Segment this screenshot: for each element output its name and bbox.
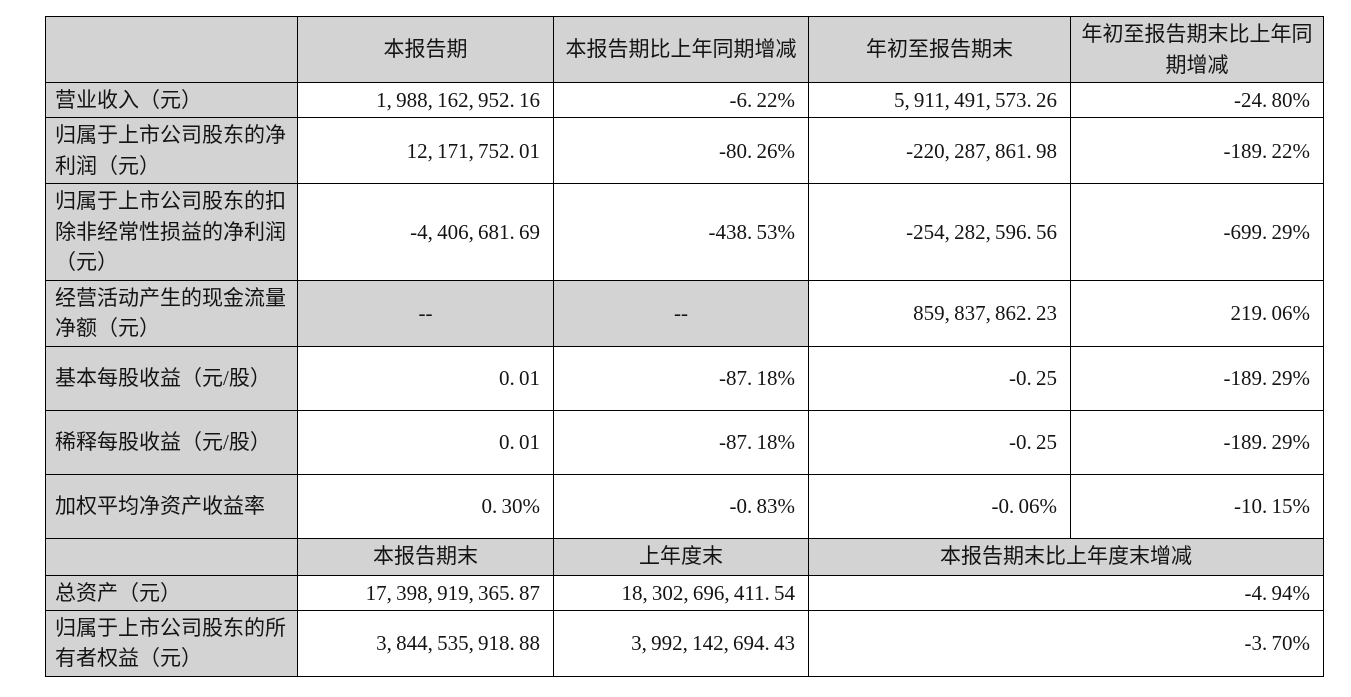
value-cell: 17, 398, 919, 365. 87 [297,574,554,611]
table-row: 归属于上市公司股东的所有者权益（元） 3, 844, 535, 918. 88 3,… [45,609,1324,677]
value-cell: -254, 282, 596. 56 [808,183,1071,281]
table-row: 经营活动产生的现金流量净额（元） -- -- 859, 837, 862. 23 219… [45,279,1324,347]
value-cell: -189. 29% [1070,345,1324,411]
table-row: 归属于上市公司股东的净利润（元） 12, 171, 752. 01 -80. 26%… [45,117,1324,185]
value-cell: 0. 01 [297,345,554,411]
period-header-cell [45,16,298,83]
period-end-header-cell: 本报告期末比上年度末增减 [808,537,1324,576]
value-cell: -80. 26% [553,117,809,185]
financial-summary-table: 本报告期 本报告期比上年同期增减 年初至报告期末 年初至报告期末比上年同期增减 营业收入… [45,16,1324,677]
table-row: 基本每股收益（元/股） 0. 01 -87. 18% -0. 25 -189. 29% [45,345,1324,411]
value-cell: -24. 80% [1070,81,1324,119]
value-cell: 3, 992, 142, 694. 43 [553,609,809,677]
value-cell: -0. 25 [808,345,1071,411]
table-row: 总资产（元） 17, 398, 919, 365. 87 18, 302, 696,… [45,574,1324,611]
dash-cell: -- [297,279,554,347]
row-label: 归属于上市公司股东的所有者权益（元） [45,609,298,677]
value-cell: -87. 18% [553,409,809,475]
period-header-row: 本报告期 本报告期比上年同期增减 年初至报告期末 年初至报告期末比上年同期增减 [45,16,1324,83]
row-label: 归属于上市公司股东的扣除非经常性损益的净利润（元） [45,183,298,281]
value-cell: -10. 15% [1070,473,1324,539]
period-end-header-cell: 本报告期末 [297,537,554,576]
row-label: 营业收入（元） [45,81,298,119]
value-cell: -0. 06% [808,473,1071,539]
value-cell: -0. 83% [553,473,809,539]
value-cell: -3. 70% [808,609,1324,677]
value-cell: 0. 30% [297,473,554,539]
row-label: 归属于上市公司股东的净利润（元） [45,117,298,185]
period-end-header-cell: 上年度末 [553,537,809,576]
value-cell: -87. 18% [553,345,809,411]
table-row: 归属于上市公司股东的扣除非经常性损益的净利润（元） -4, 406, 681. 6… [45,183,1324,281]
table-row: 加权平均净资产收益率 0. 30% -0. 83% -0. 06% -10. 15% [45,473,1324,539]
value-cell: -4, 406, 681. 69 [297,183,554,281]
row-label: 稀释每股收益（元/股） [45,409,298,475]
value-cell: 219. 06% [1070,279,1324,347]
value-cell: 18, 302, 696, 411. 54 [553,574,809,611]
value-cell: 5, 911, 491, 573. 26 [808,81,1071,119]
period-header-cell: 年初至报告期末 [808,16,1071,83]
value-cell: 859, 837, 862. 23 [808,279,1071,347]
value-cell: 3, 844, 535, 918. 88 [297,609,554,677]
value-cell: 12, 171, 752. 01 [297,117,554,185]
row-label: 总资产（元） [45,574,298,611]
period-header-cell: 年初至报告期末比上年同期增减 [1070,16,1324,83]
value-cell: -4. 94% [808,574,1324,611]
period-header-cell: 本报告期 [297,16,554,83]
dash-cell: -- [553,279,809,347]
period-header-cell: 本报告期比上年同期增减 [553,16,809,83]
value-cell: -6. 22% [553,81,809,119]
table-row: 稀释每股收益（元/股） 0. 01 -87. 18% -0. 25 -189. 29% [45,409,1324,475]
value-cell: -438. 53% [553,183,809,281]
period-end-header-row: 本报告期末 上年度末 本报告期末比上年度末增减 [45,537,1324,576]
table-row: 营业收入（元） 1, 988, 162, 952. 16 -6. 22% 5, 911… [45,81,1324,119]
period-end-header-cell [45,537,298,576]
value-cell: -189. 22% [1070,117,1324,185]
value-cell: -189. 29% [1070,409,1324,475]
row-label: 基本每股收益（元/股） [45,345,298,411]
row-label: 经营活动产生的现金流量净额（元） [45,279,298,347]
row-label: 加权平均净资产收益率 [45,473,298,539]
value-cell: 1, 988, 162, 952. 16 [297,81,554,119]
value-cell: -220, 287, 861. 98 [808,117,1071,185]
value-cell: 0. 01 [297,409,554,475]
value-cell: -0. 25 [808,409,1071,475]
value-cell: -699. 29% [1070,183,1324,281]
